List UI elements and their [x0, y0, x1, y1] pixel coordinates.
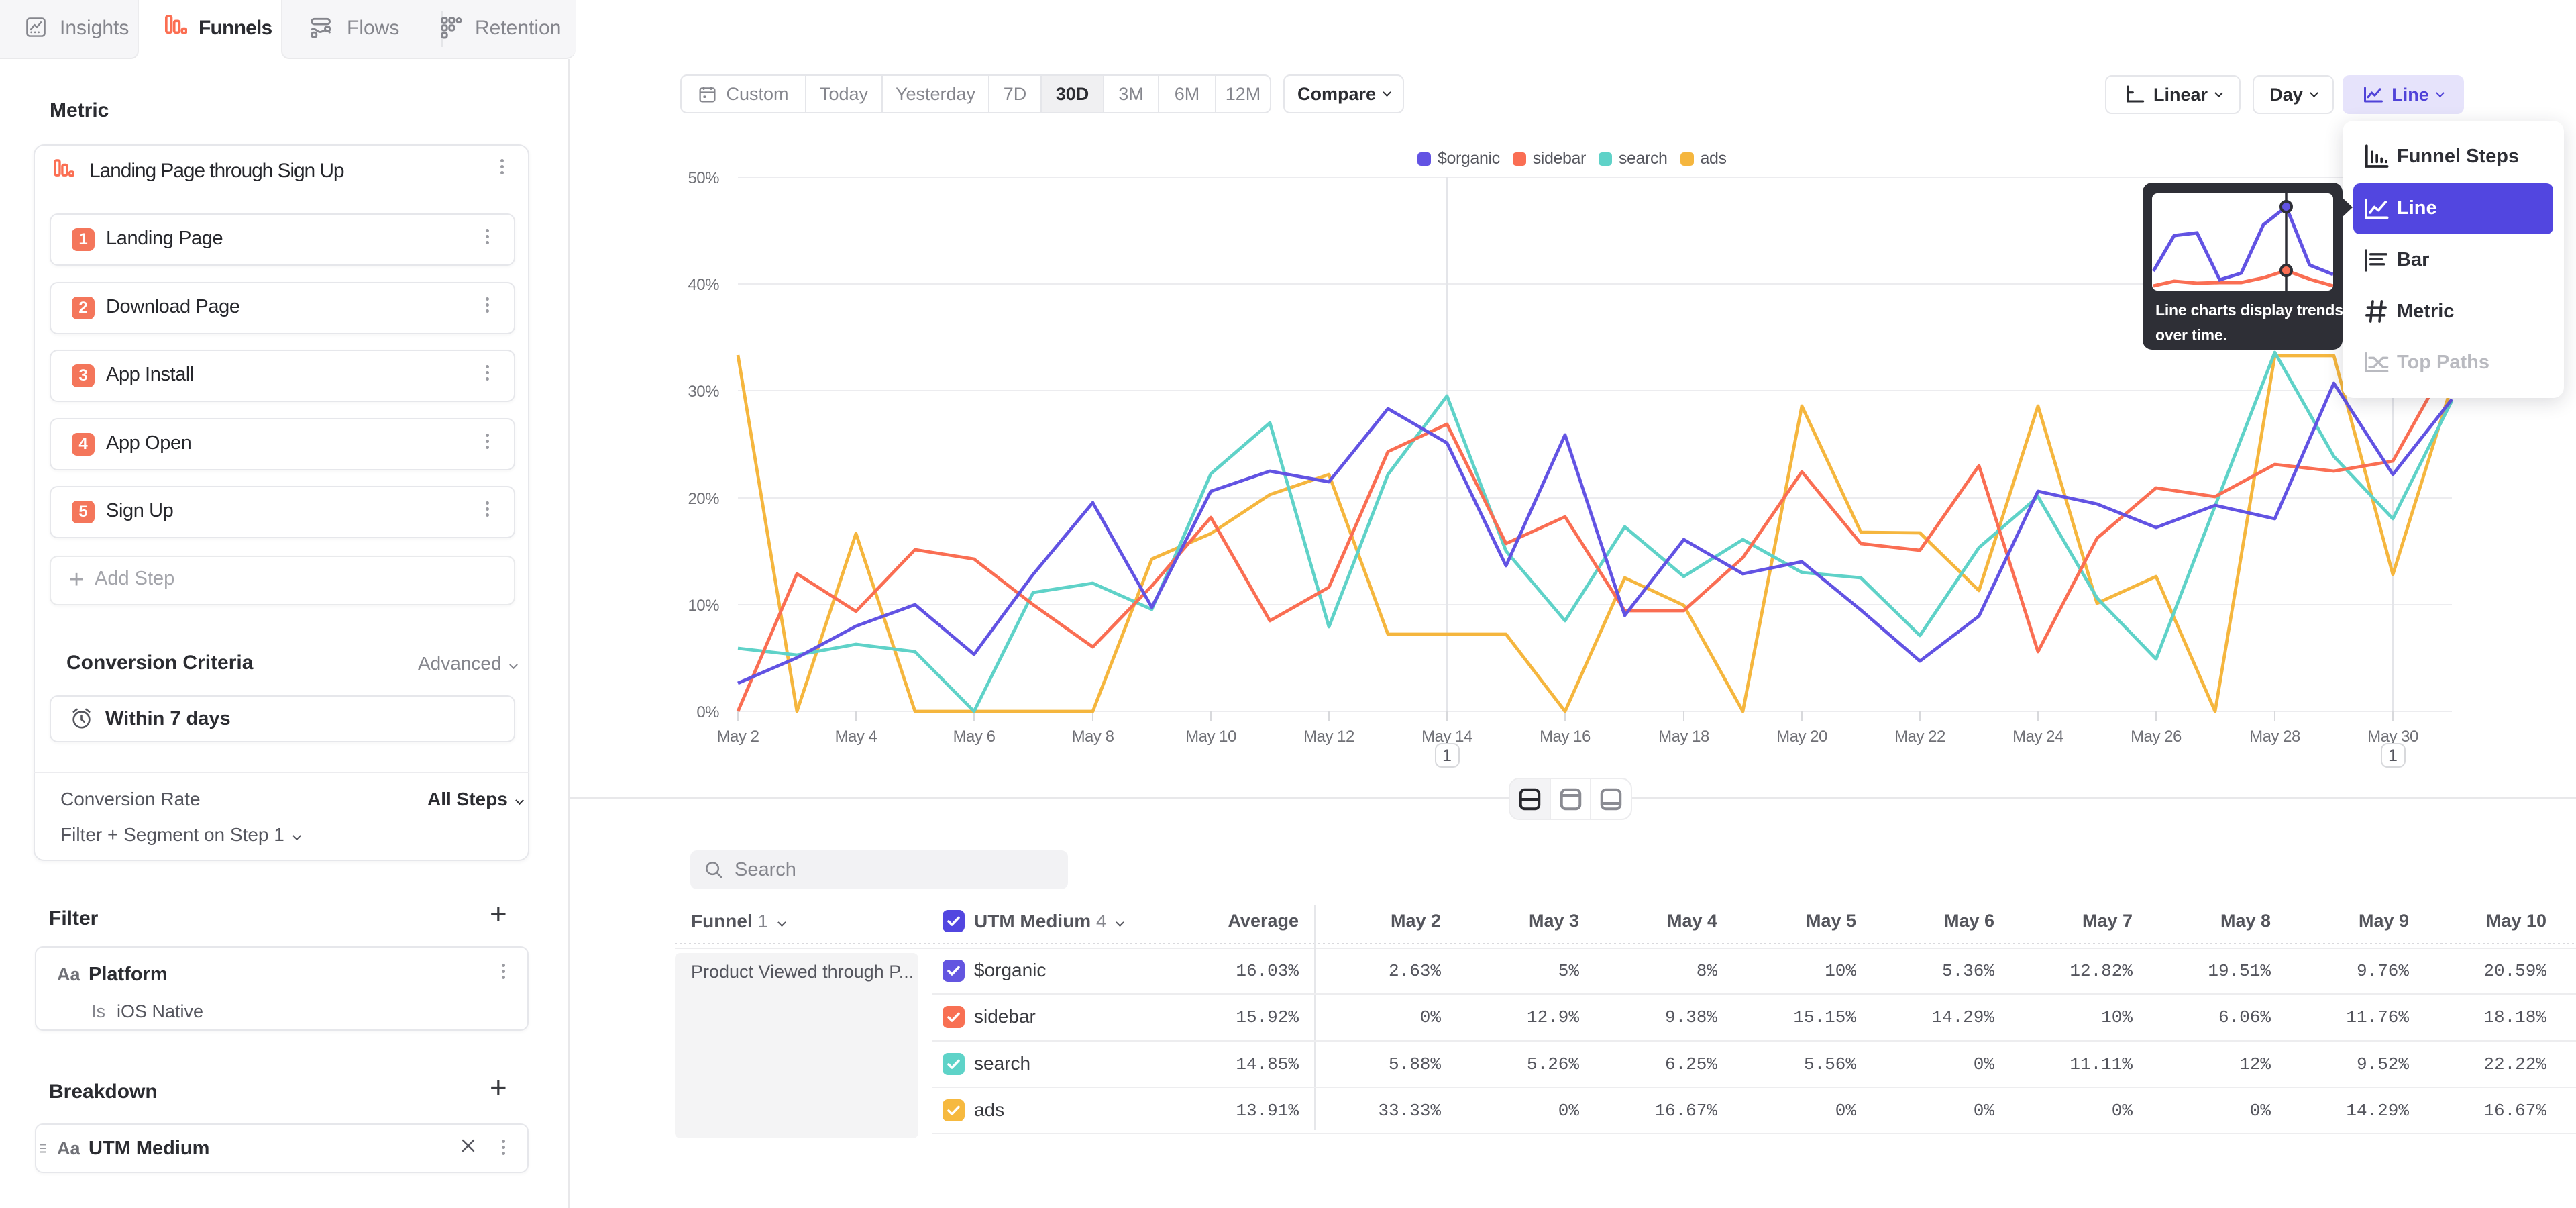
svg-text:May 26: May 26 [2131, 727, 2182, 746]
svg-text:May 6: May 6 [953, 727, 996, 746]
svg-text:May 18: May 18 [1658, 727, 1709, 746]
svg-text:20%: 20% [688, 490, 719, 508]
svg-text:May 14: May 14 [1421, 727, 1472, 746]
svg-text:May 12: May 12 [1303, 727, 1354, 746]
svg-text:May 16: May 16 [1540, 727, 1591, 746]
svg-text:May 4: May 4 [835, 727, 877, 746]
svg-text:May 20: May 20 [1776, 727, 1827, 746]
svg-text:May 2: May 2 [717, 727, 759, 746]
svg-text:May 10: May 10 [1185, 727, 1236, 746]
svg-text:1: 1 [1442, 746, 1452, 765]
svg-text:40%: 40% [688, 276, 719, 294]
svg-text:May 24: May 24 [2012, 727, 2063, 746]
svg-text:50%: 50% [688, 169, 719, 187]
svg-text:May 22: May 22 [1894, 727, 1945, 746]
svg-text:1: 1 [2388, 746, 2398, 765]
svg-text:0%: 0% [696, 703, 719, 721]
svg-text:30%: 30% [688, 383, 719, 401]
svg-text:10%: 10% [688, 597, 719, 615]
svg-text:May 8: May 8 [1072, 727, 1114, 746]
svg-text:May 28: May 28 [2249, 727, 2300, 746]
svg-text:May 30: May 30 [2367, 727, 2418, 746]
